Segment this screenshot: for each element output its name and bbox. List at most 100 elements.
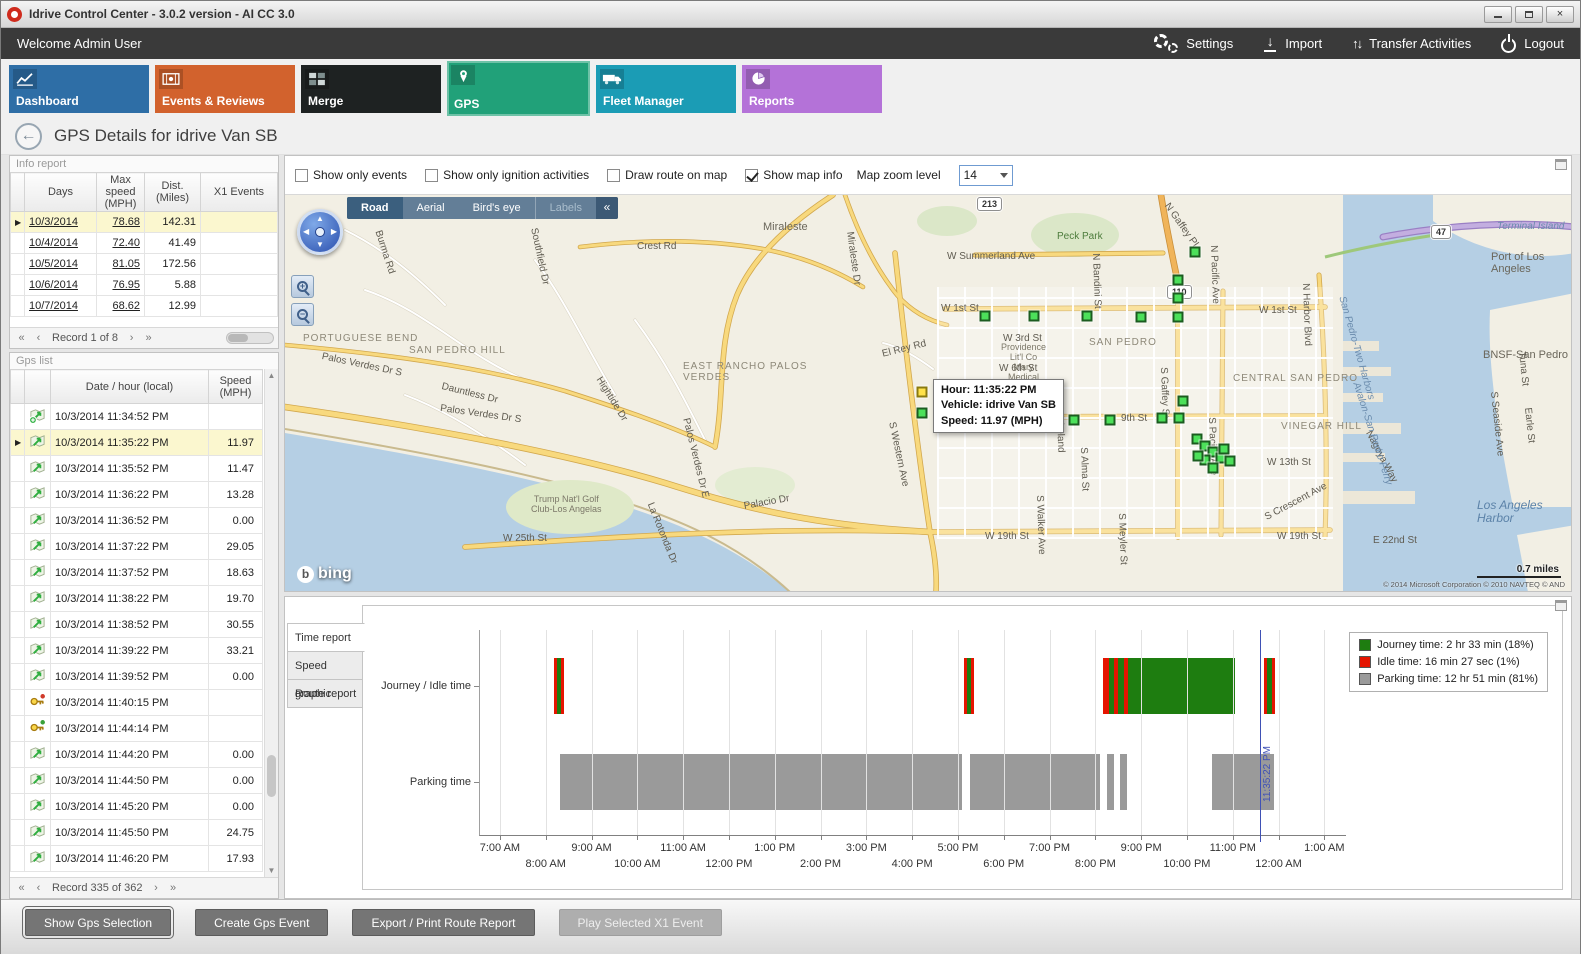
days-link[interactable]: 10/6/2014 <box>24 274 97 296</box>
max-speed-link[interactable]: 68.62 <box>96 295 145 317</box>
days-link[interactable]: 10/5/2014 <box>24 253 97 275</box>
gps-col-datetime[interactable]: Date / hour (local) <box>50 369 209 404</box>
gps-row[interactable]: 10/3/2014 11:37:52 PM 18.63 <box>10 559 263 586</box>
gps-row[interactable]: 10/3/2014 11:40:15 PM <box>10 689 263 716</box>
import-button[interactable]: ↓ Import <box>1263 34 1322 52</box>
scroll-down-icon[interactable]: ▼ <box>267 866 276 875</box>
info-row[interactable]: 10/4/2014 72.40 41.49 <box>10 232 278 254</box>
max-speed-link[interactable]: 76.95 <box>96 274 145 296</box>
first-page-icon[interactable]: « <box>18 882 25 894</box>
gps-marker[interactable] <box>1177 395 1189 407</box>
compass-center-icon[interactable] <box>315 227 325 237</box>
tab-fleet[interactable]: Fleet Manager <box>596 64 736 113</box>
maximize-panel-icon[interactable] <box>1555 600 1567 611</box>
gps-row[interactable]: 10/3/2014 11:39:52 PM 0.00 <box>10 663 263 690</box>
last-page-icon[interactable]: » <box>145 332 152 344</box>
tab-merge[interactable]: Merge <box>301 64 441 113</box>
gps-row[interactable]: 10/3/2014 11:39:22 PM 33.21 <box>10 637 263 664</box>
settings-button[interactable]: Settings <box>1154 34 1233 53</box>
collapse-viewbar-button[interactable]: « <box>596 197 618 219</box>
zoom-in-button[interactable]: + <box>291 275 314 298</box>
pan-east-icon[interactable]: ▶ <box>330 227 337 236</box>
last-page-icon[interactable]: » <box>169 882 177 894</box>
gps-row[interactable]: 10/3/2014 11:35:52 PM 11.47 <box>10 455 263 482</box>
gps-marker[interactable] <box>1173 412 1185 424</box>
close-button[interactable]: × <box>1546 5 1574 23</box>
next-page-icon[interactable]: › <box>129 332 134 344</box>
gps-marker[interactable] <box>1068 414 1080 426</box>
map-view-tab-road[interactable]: Road <box>347 197 403 219</box>
gps-row[interactable]: 10/3/2014 11:34:52 PM <box>10 403 263 430</box>
gps-row[interactable]: 10/3/2014 11:44:20 PM 0.00 <box>10 741 263 768</box>
transfer-button[interactable]: ↑↓ Transfer Activities <box>1352 36 1471 51</box>
gps-row[interactable]: 10/3/2014 11:44:50 PM 0.00 <box>10 767 263 794</box>
export-print-route-report-button[interactable]: Export / Print Route Report <box>352 909 535 936</box>
info-row[interactable]: 10/6/2014 76.95 5.88 <box>10 274 278 296</box>
info-col-days[interactable]: Days <box>24 172 97 212</box>
map-compass-control[interactable]: ▲ ▼ ◀ ▶ <box>297 209 343 255</box>
tab-events[interactable]: Events & Reviews <box>155 64 295 113</box>
gps-row[interactable]: 10/3/2014 11:37:22 PM 29.05 <box>10 533 263 560</box>
map-view-tab-labels[interactable]: Labels <box>534 197 596 219</box>
checkbox-show-only-events[interactable]: Show only events <box>295 168 407 182</box>
gps-marker[interactable] <box>1191 433 1203 445</box>
max-speed-link[interactable]: 78.68 <box>96 211 145 233</box>
logout-button[interactable]: Logout <box>1501 35 1564 53</box>
gps-marker[interactable] <box>1199 440 1211 452</box>
scrollbar-thumb[interactable] <box>267 755 276 798</box>
days-link[interactable]: 10/3/2014 <box>24 211 97 233</box>
gps-marker[interactable] <box>1172 274 1184 286</box>
minimize-button[interactable] <box>1484 5 1512 23</box>
tab-reports[interactable]: Reports <box>742 64 882 113</box>
info-row[interactable]: ▶ 10/3/2014 78.68 142.31 <box>10 211 278 233</box>
prev-page-icon[interactable]: ‹ <box>36 332 41 344</box>
gps-row[interactable]: 10/3/2014 11:36:22 PM 13.28 <box>10 481 263 508</box>
pan-south-icon[interactable]: ▼ <box>316 240 324 249</box>
gps-row[interactable]: 10/3/2014 11:46:20 PM 17.93 <box>10 845 263 872</box>
prev-page-icon[interactable]: ‹ <box>36 882 41 894</box>
back-button[interactable]: ← <box>15 122 42 150</box>
gps-row[interactable]: 10/3/2014 11:36:52 PM 0.00 <box>10 507 263 534</box>
checkbox-box[interactable] <box>745 168 759 182</box>
gps-marker[interactable] <box>916 407 928 419</box>
checkbox-box[interactable] <box>607 168 621 182</box>
gps-marker[interactable] <box>1192 450 1204 462</box>
gps-marker[interactable] <box>1224 455 1236 467</box>
maximize-button[interactable] <box>1515 5 1543 23</box>
checkbox-draw-route-on-map[interactable]: Draw route on map <box>607 168 727 182</box>
gps-row[interactable]: 10/3/2014 11:38:52 PM 30.55 <box>10 611 263 638</box>
gps-marker[interactable] <box>1207 462 1219 474</box>
gps-marker[interactable] <box>979 310 991 322</box>
tab-dashboard[interactable]: Dashboard <box>9 64 149 113</box>
info-row[interactable]: 10/7/2014 68.62 12.99 <box>10 295 278 317</box>
tab-time-report[interactable]: Time report <box>287 623 365 652</box>
gps-row[interactable]: 10/3/2014 11:45:50 PM 24.75 <box>10 819 263 846</box>
info-horizontal-scrollbar[interactable] <box>226 332 274 344</box>
gps-marker[interactable] <box>1028 310 1040 322</box>
gps-marker[interactable] <box>1104 414 1116 426</box>
gps-marker[interactable] <box>1156 412 1168 424</box>
checkbox-show-only-ignition-activities[interactable]: Show only ignition activities <box>425 168 589 182</box>
zoom-out-button[interactable]: − <box>291 303 314 326</box>
info-row[interactable]: 10/5/2014 81.05 172.56 <box>10 253 278 275</box>
max-speed-link[interactable]: 81.05 <box>96 253 145 275</box>
gps-col-speed[interactable]: Speed (MPH) <box>208 369 263 404</box>
selected-gps-marker[interactable] <box>916 386 928 398</box>
maximize-panel-icon[interactable] <box>1555 159 1567 170</box>
checkbox-show-map-info[interactable]: Show map info <box>745 168 843 182</box>
days-link[interactable]: 10/7/2014 <box>24 295 97 317</box>
max-speed-link[interactable]: 72.40 <box>96 232 145 254</box>
map-view-tab-bird-s-eye[interactable]: Bird's eye <box>472 202 521 214</box>
pan-north-icon[interactable]: ▲ <box>316 214 324 223</box>
gps-marker[interactable] <box>1218 443 1230 455</box>
gps-marker[interactable] <box>1189 246 1201 258</box>
show-gps-selection-button[interactable]: Show Gps Selection <box>21 906 175 939</box>
gps-marker[interactable] <box>1135 311 1147 323</box>
gps-row[interactable]: 10/3/2014 11:44:14 PM <box>10 715 263 742</box>
pan-west-icon[interactable]: ◀ <box>303 227 310 236</box>
tab-gps[interactable]: GPS <box>447 61 590 116</box>
info-col-dist[interactable]: Dist. (Miles) <box>144 172 201 212</box>
next-page-icon[interactable]: › <box>154 882 158 894</box>
map-view-tab-aerial[interactable]: Aerial <box>416 202 445 214</box>
gps-row[interactable]: ▶ 10/3/2014 11:35:22 PM 11.97 <box>10 429 263 456</box>
